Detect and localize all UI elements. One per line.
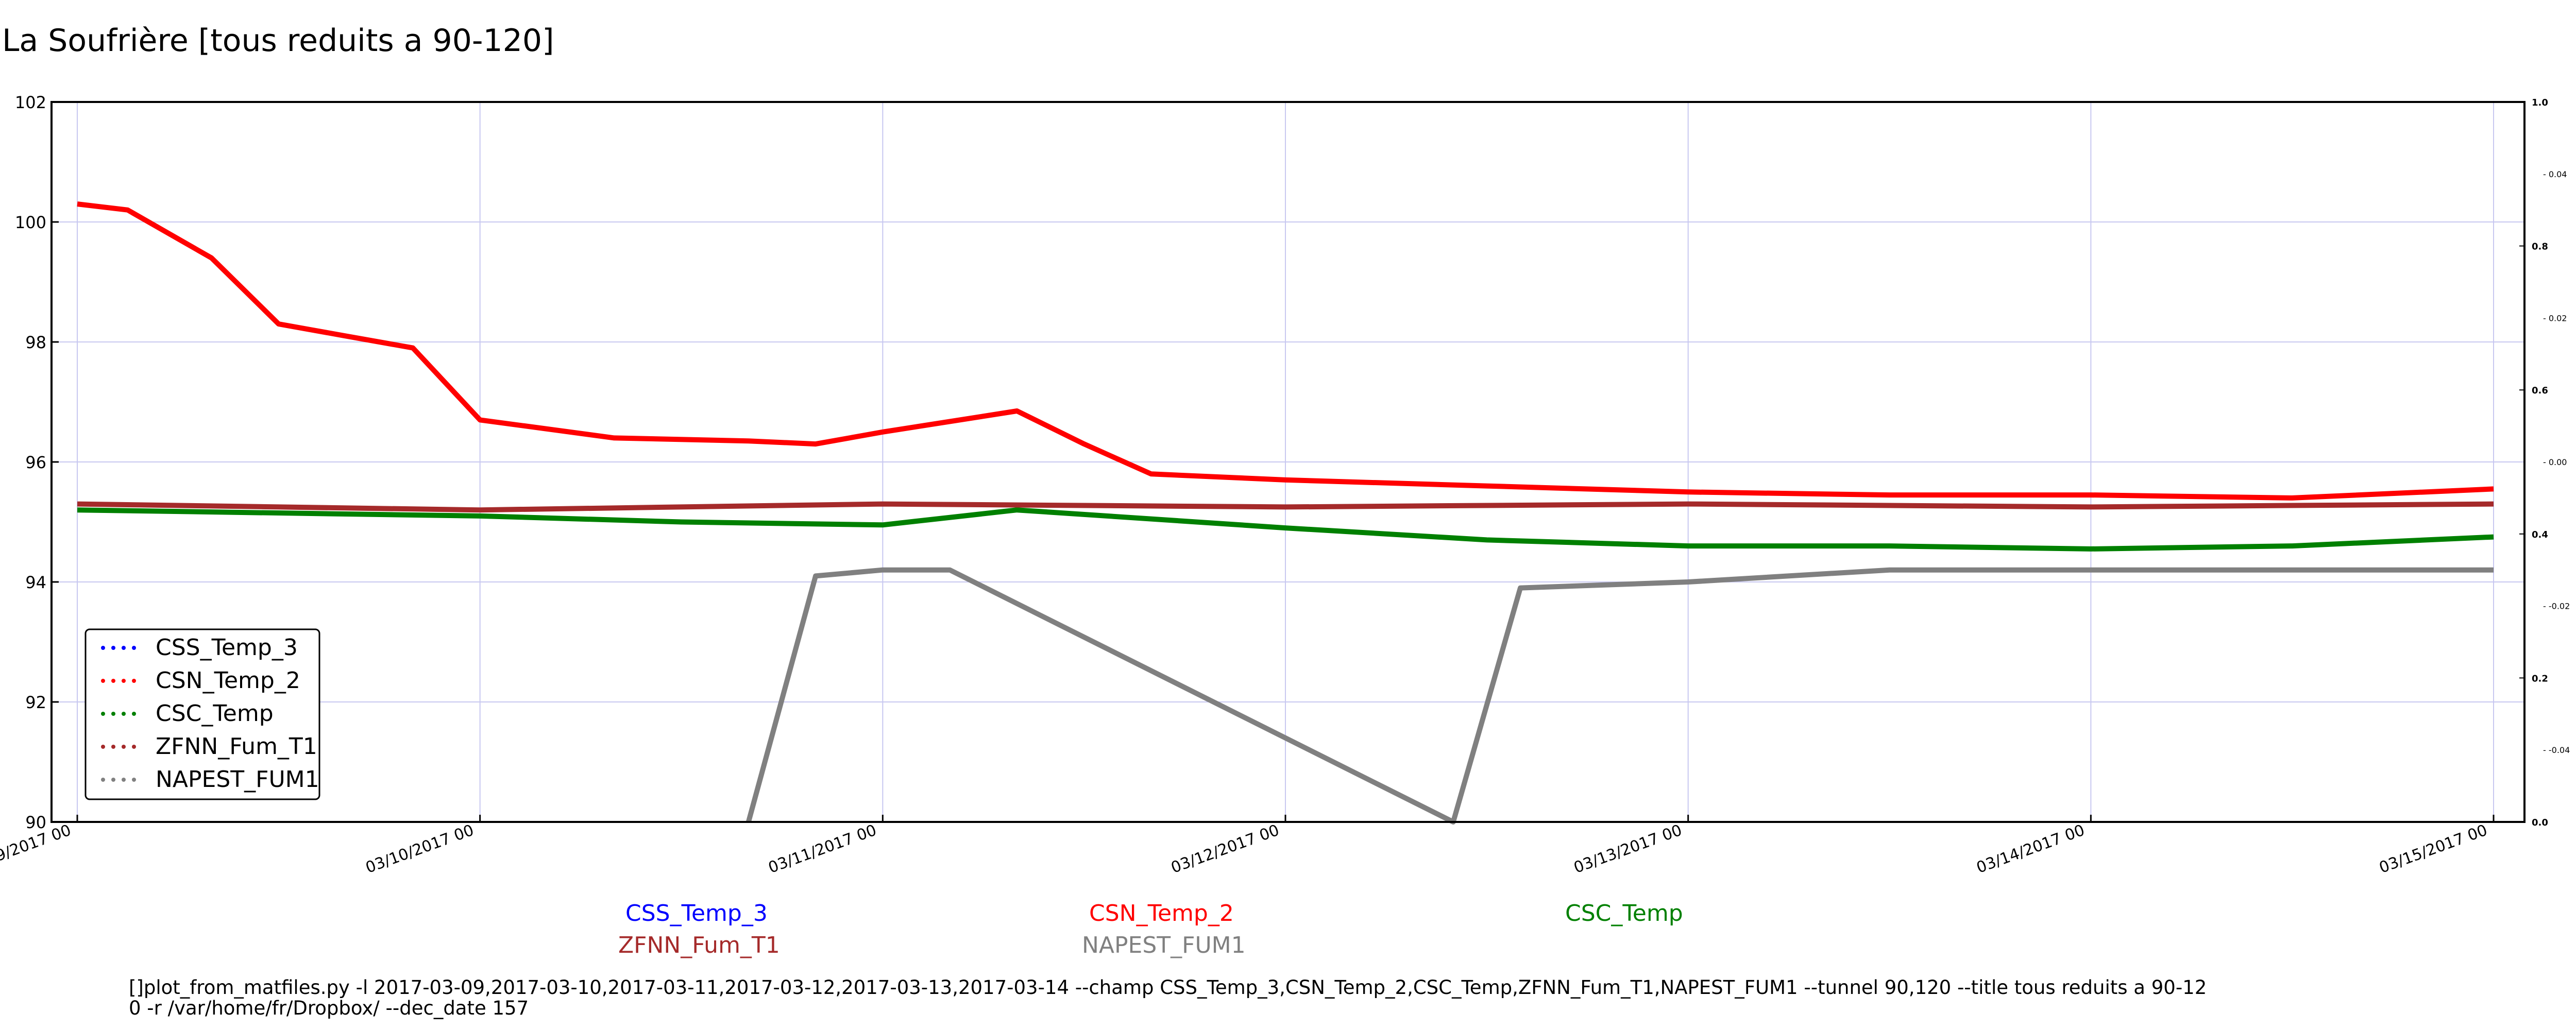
y-tick-label: 94 <box>25 573 46 592</box>
right-tick-label: 0.4 <box>2532 529 2548 540</box>
right-tick-label: 0.2 <box>2532 673 2548 684</box>
right-minor-tick-label: - -0.04 <box>2543 745 2570 755</box>
legend-marker <box>111 745 115 749</box>
legend-label: CSS_Temp_3 <box>156 634 298 661</box>
x-tick-label: 03/14/2017 00 <box>1974 821 2087 877</box>
right-minor-tick-label: - -0.02 <box>2543 602 2570 611</box>
legend-marker <box>101 646 105 650</box>
legend-marker <box>122 745 126 749</box>
series-zfnn-fum-t1 <box>77 501 2494 513</box>
legend-box <box>84 628 320 800</box>
legend-marker <box>111 646 115 650</box>
x-tick-label: 03/13/2017 00 <box>1571 821 1684 877</box>
x-tick-label: 03/10/2017 00 <box>363 821 476 877</box>
right-minor-tick-label: - 0.00 <box>2543 457 2567 467</box>
legend-marker <box>122 679 126 683</box>
command-line-1: []plot_from_matfiles.py -l 2017-03-09,20… <box>129 976 2207 999</box>
series-csc-temp <box>77 507 2494 552</box>
x-axis: 03/09/2017 00 03/10/2017 00 03/11/2017 00 0… <box>0 815 2495 877</box>
legend-marker <box>132 745 136 749</box>
legend-label: CSN_Temp_2 <box>156 667 300 694</box>
chart-title: La Soufrière [tous reduits a 90-120] <box>2 23 554 59</box>
legend: CSS_Temp_3 CSN_Temp_2 CSC_Temp ZFNN_Fum_T1 N… <box>84 628 320 800</box>
series-label-csn-temp-2: CSN_Temp_2 <box>1089 900 1234 926</box>
x-tick-label: 03/15/2017 00 <box>2377 821 2489 877</box>
series-label-zfnn-fum-t1: ZFNN_Fum_T1 <box>618 932 780 958</box>
legend-label: NAPEST_FUM1 <box>156 766 319 793</box>
legend-label: ZFNN_Fum_T1 <box>156 733 317 760</box>
legend-marker <box>101 778 105 782</box>
series-csn-temp-2 <box>77 201 2494 501</box>
legend-marker <box>111 778 115 782</box>
legend-marker <box>132 778 136 782</box>
y-tick-label: 90 <box>25 813 46 832</box>
x-tick-label: 03/12/2017 00 <box>1168 821 1281 877</box>
right-tick-label: 0.0 <box>2532 817 2548 828</box>
legend-marker <box>111 679 115 683</box>
y-tick-label: 92 <box>25 693 46 712</box>
grid-layer <box>52 102 2524 822</box>
right-tick-label: 0.6 <box>2532 385 2548 396</box>
y-axis: 90 92 94 96 98 100 102 <box>15 93 59 832</box>
legend-marker <box>101 712 105 716</box>
right-tick-label: 1.0 <box>2532 97 2548 108</box>
legend-marker <box>101 679 105 683</box>
series-label-napest-fum1: NAPEST_FUM1 <box>1082 932 1246 958</box>
right-axis: 0.0 0.2 0.4 0.6 0.8 1.0 - -0.04 - -0.02 - 0.00 - … <box>2519 97 2570 828</box>
right-minor-tick-label: - 0.04 <box>2543 169 2567 179</box>
y-tick-label: 100 <box>15 213 46 232</box>
series-label-css-temp-3: CSS_Temp_3 <box>625 900 768 926</box>
x-tick-label: 03/11/2017 00 <box>766 821 879 877</box>
y-tick-label: 98 <box>25 333 46 352</box>
legend-marker <box>122 712 126 716</box>
command-line-2: 0 -r /var/home/fr/Dropbox/ --dec_date 15… <box>129 997 529 1019</box>
series-napest-fum1 <box>745 567 2494 825</box>
right-tick-label: 0.8 <box>2532 242 2548 252</box>
legend-marker <box>101 745 105 749</box>
y-tick-label: 96 <box>25 453 46 472</box>
legend-label: CSC_Temp <box>156 700 274 727</box>
series-layer <box>77 201 2494 825</box>
right-minor-tick-label: - 0.02 <box>2543 313 2567 323</box>
legend-marker <box>122 778 126 782</box>
y-tick-label: 102 <box>15 93 46 112</box>
series-label-csc-temp: CSC_Temp <box>1565 900 1683 926</box>
legend-marker <box>132 646 136 650</box>
legend-marker <box>111 712 115 716</box>
legend-marker <box>132 679 136 683</box>
legend-marker <box>122 646 126 650</box>
legend-marker <box>132 712 136 716</box>
